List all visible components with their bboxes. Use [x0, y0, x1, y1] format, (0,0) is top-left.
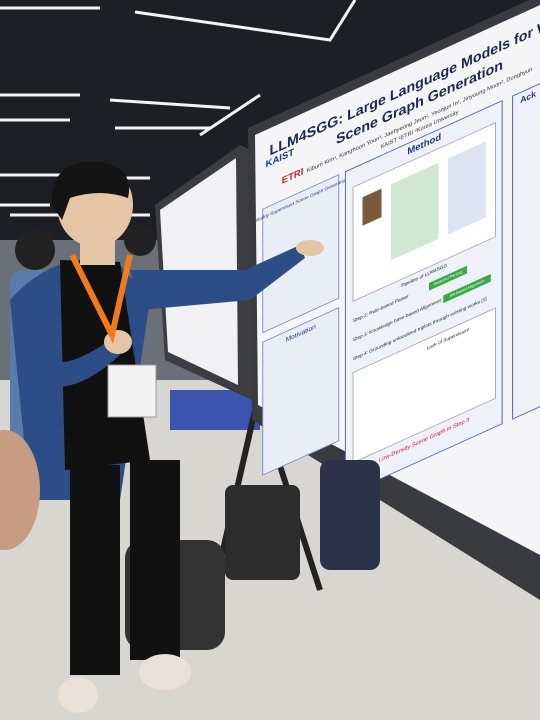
tag — [443, 274, 491, 304]
poster-content: LLM4SGG: Large Language Models for W Sce… — [254, 16, 540, 496]
foreground-arm — [0, 430, 40, 550]
figure-block — [448, 141, 487, 235]
leg — [70, 465, 120, 675]
shoe — [58, 677, 98, 713]
lanyard — [69, 253, 133, 344]
arm — [20, 330, 120, 387]
figure-image — [362, 188, 382, 226]
person-legs — [320, 460, 380, 570]
side-box — [512, 78, 540, 420]
presenter — [10, 161, 324, 713]
bag — [225, 485, 300, 580]
figure-block — [391, 162, 439, 261]
hand — [296, 240, 324, 256]
person-bg — [15, 230, 55, 270]
leg — [130, 460, 180, 660]
arm — [130, 245, 305, 310]
hair — [51, 161, 130, 220]
badge — [107, 364, 157, 418]
tag — [429, 265, 468, 291]
motivation-box — [262, 307, 340, 476]
result-figure — [352, 307, 496, 464]
person-bg — [124, 224, 156, 256]
shoe — [139, 654, 191, 690]
